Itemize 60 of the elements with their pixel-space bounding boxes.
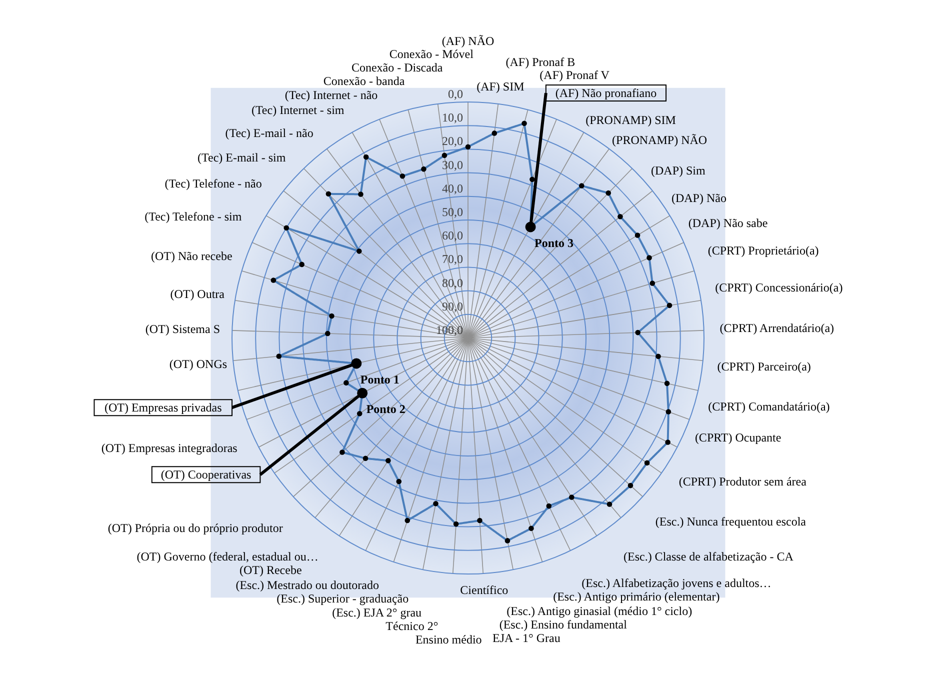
y-tick-label: 20,0: [442, 134, 463, 148]
spoke-label: (OT) Empresas integradoras: [101, 440, 238, 455]
spoke-label: Técnico 2°: [386, 619, 438, 634]
spoke-label: (CPRT) Produtor sem área: [678, 474, 808, 488]
spoke-label: (CPRT) Arrendatário(a): [720, 321, 834, 336]
spoke-label: (PRONAMP) NÃO: [612, 133, 708, 148]
spoke-label: (AF) NÃO: [442, 34, 494, 48]
spoke-label: (Esc.) Antigo primário (elementar): [553, 590, 720, 604]
spoke-label: Conexão - Móvel: [389, 47, 474, 62]
spoke-label: (Esc.) Antigo ginasial (médio 1° ciclo): [506, 604, 692, 618]
spoke-label: (Tec) E-mail - sim: [198, 150, 286, 164]
spoke-label: (PRONAMP) SIM: [586, 112, 676, 127]
spoke-label: (DAP) Não: [671, 190, 726, 205]
spoke-label: (OT) Cooperativas: [160, 468, 252, 482]
spoke-label: (CPRT) Proprietário(a): [708, 243, 819, 258]
spoke-label: (Esc.) Alfabetização jovens e adultos…: [582, 576, 772, 590]
spoke-label: (DAP) Não sabe: [688, 216, 768, 230]
y-tick-label: 30,0: [442, 158, 463, 172]
spoke-label: (OT) Recebe: [239, 562, 302, 577]
spoke-label: (OT) Governo (federal, estadual ou…: [136, 549, 318, 564]
spoke-label: (OT) Empresas privadas: [104, 400, 222, 415]
spoke-label: (CPRT) Parceiro(a): [717, 360, 811, 374]
y-tick-label: 50,0: [442, 205, 463, 219]
spoke-label: (DAP) Sim: [650, 163, 706, 178]
spoke-label: Conexão - banda: [323, 74, 406, 88]
spoke-label: (Tec) Internet - sim: [251, 103, 345, 117]
y-tick-label: 0,0: [448, 87, 463, 101]
y-tick-label: 10,0: [442, 110, 463, 125]
spoke-label: (Esc.) Nunca frequentou escola: [655, 514, 807, 528]
spoke-label: (Tec) Internet - não: [284, 88, 378, 102]
spoke-label: (AF) Pronaf B: [506, 54, 576, 69]
spoke-label: EJA - 1° Grau: [492, 631, 560, 646]
spoke-label: Científico: [460, 582, 508, 597]
text: Ponto 1: [360, 372, 400, 386]
spoke-label: (Esc.) Mestrado ou doutorado: [236, 578, 379, 592]
spoke-label: (Tec) Telefone - sim: [144, 209, 242, 224]
text: Ponto 2: [366, 402, 406, 416]
spoke-label: (CPRT) Concessionário(a): [715, 280, 843, 295]
spoke-label: (OT) ONGs: [169, 357, 228, 372]
y-tick-label: 70,0: [442, 252, 463, 266]
spoke-label: (OT) Própria ou do próprio produtor: [108, 521, 283, 536]
y-tick-label: 60,0: [442, 228, 463, 243]
spoke-label: (Tec) E-mail - não: [225, 126, 314, 140]
spoke-label: (AF) SIM: [476, 80, 525, 94]
spoke-label: Conexão - Discada: [351, 60, 444, 75]
spoke-label: (CPRT) Ocupante: [694, 430, 782, 444]
spoke-label: (OT) Outra: [170, 287, 226, 302]
spoke-label: (Esc.) Classe de alfabetização - CA: [623, 549, 794, 564]
spoke-label: (CPRT) Comandatário(a): [708, 400, 830, 414]
spoke-label: (OT) Não recebe: [151, 248, 232, 263]
spoke-label: (AF) Pronaf V: [540, 68, 610, 82]
y-tick-label: 40,0: [442, 181, 463, 196]
spoke-label: (OT) Sistema S: [145, 322, 220, 336]
spoke-label: Ensino médio: [415, 632, 482, 647]
spoke-label: (Esc.) Superior - graduação: [276, 591, 409, 606]
spoke-label: (AF) Não pronafiano: [555, 86, 657, 100]
spoke-label: (Tec) Telefone - não: [164, 176, 262, 191]
spoke-label: (Esc.) EJA 2° grau: [332, 606, 422, 620]
text: Ponto 3: [534, 236, 574, 250]
spoke-label: (Esc.) Ensino fundamental: [499, 618, 628, 632]
